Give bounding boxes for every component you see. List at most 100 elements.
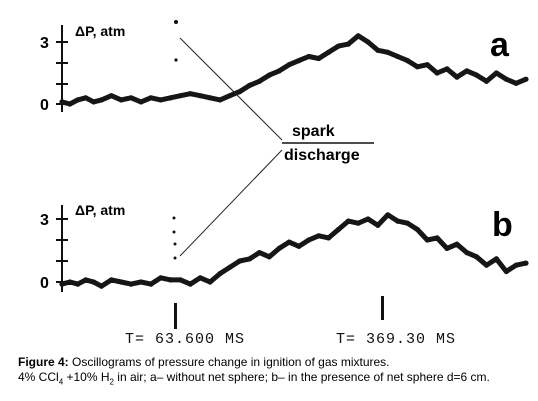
time-marker-right (381, 296, 384, 320)
panel-b-data-point (67, 279, 73, 285)
panel-b-data-point (395, 218, 401, 224)
panel-b-axis: 3 0 ΔP, atm (40, 202, 125, 292)
panel-b-data-point (316, 233, 322, 239)
caption-part-c: in air; a– without net sphere; b– in the… (113, 370, 490, 384)
panel-a-data-point (67, 101, 73, 107)
panel-a-data-point (375, 47, 381, 53)
panel-b-data-point (444, 245, 450, 251)
panel-b-data-point (523, 260, 529, 266)
panel-b-data-point (385, 212, 391, 218)
panel-b-data-point (168, 277, 174, 283)
time-readout-left: T= 63.600 MS (125, 331, 245, 348)
panel-b-data-point (503, 268, 509, 275)
panel-a-data-point (237, 89, 243, 95)
panel-b-data-point (326, 235, 332, 241)
panel-a-data-point (523, 76, 529, 82)
panel-a-data-point (414, 64, 420, 70)
panel-a-data-point (98, 97, 105, 103)
panel-a-data-point (276, 68, 282, 74)
panel-b-data-point (266, 254, 272, 260)
panel-b-ytick-3: 3 (40, 212, 49, 229)
panel-b-data-point (237, 258, 243, 264)
panel-a-data-point (197, 93, 203, 99)
panel-b-pressure-trace (61, 212, 527, 289)
caption-sub-1: 4 (58, 377, 64, 387)
panel-b-data-point (138, 279, 144, 285)
panel-b-data-point (434, 235, 440, 241)
panel-a-data-point (444, 66, 450, 72)
panel-a-ylabel: ΔP, atm (75, 23, 125, 39)
panel-a-points (59, 33, 529, 107)
caption-line-2: 4% CCl4 +10% H2 in air; a– without net s… (18, 370, 533, 387)
panel-a-data-point (316, 55, 322, 62)
panel-a-data-point (464, 68, 470, 74)
panel-a-data-point (118, 97, 124, 103)
panel-b-data-point (296, 243, 302, 249)
oscillogram-figure: 3 0 ΔP, atm a 3 0 ΔP, atm b spark discha… (40, 20, 529, 348)
panel-a-label: a (490, 26, 510, 64)
panel-a-ytick-3: 3 (40, 35, 49, 52)
panel-a-data-point (483, 78, 490, 84)
panel-b-data-point (158, 275, 164, 281)
panel-a-data-point (424, 62, 430, 68)
panel-b-data-point (217, 271, 223, 277)
panel-b-data-point (177, 277, 184, 283)
panel-b-data-point (464, 250, 470, 256)
caption-sub-2: 2 (109, 377, 114, 387)
panel-a-data-point (503, 76, 509, 82)
panel-a-data-point (168, 95, 174, 101)
panel-b-data-point (513, 262, 519, 268)
panel-b-data-point (286, 239, 292, 245)
panel-b-ylabel: ΔP, atm (75, 202, 125, 218)
panel-b-data-point (483, 262, 490, 268)
panel-b-data-point (375, 222, 381, 228)
panel-a-data-point (108, 93, 114, 99)
panel-a-data-point (207, 95, 213, 101)
panel-a-data-point (266, 72, 272, 78)
panel-b-data-point (355, 220, 361, 226)
panel-a-data-point (256, 78, 262, 84)
panel-a-data-point (187, 91, 193, 97)
panel-b-data-point (335, 226, 341, 233)
panel-a-data-point (513, 80, 519, 86)
panel-a-data-point (404, 58, 411, 64)
panel-b-points (59, 212, 529, 289)
panel-b-data-point (98, 283, 105, 289)
panel-a-data-point (148, 95, 154, 101)
panel-a-data-point (247, 82, 253, 88)
caption-part-a: 4% CCl (18, 370, 59, 384)
panel-a-axis: 3 0 ΔP, atm (40, 23, 125, 114)
panel-a-data-point (365, 39, 371, 45)
panel-a-data-point (454, 74, 460, 80)
panel-b-data-point (59, 281, 65, 287)
panel-a-data-point (345, 41, 351, 47)
panel-a-ytick-0: 0 (40, 97, 49, 114)
panel-b-data-point (187, 281, 193, 287)
panel-b-data-point (207, 279, 213, 285)
spark-discharge-annotation: spark discharge (179, 37, 374, 257)
panel-a-data-point (227, 93, 233, 99)
panel-b-data-point (414, 226, 420, 233)
panel-a-data-point (286, 62, 292, 68)
panel-a-pressure-trace (61, 33, 527, 107)
panel-b-data-point (474, 254, 480, 260)
panel-b-data-point (454, 241, 460, 247)
panel-a-data-point (138, 99, 144, 105)
panel-b-data-point (424, 237, 430, 243)
panel-b-data-point (83, 277, 89, 283)
panel-a-data-point (75, 97, 81, 103)
figure-caption: Figure 4: Oscillograms of pressure chang… (18, 355, 533, 387)
panel-a-data-point (326, 49, 332, 55)
panel-b-data-point (108, 277, 114, 283)
panel-b-data-point (256, 250, 262, 256)
panel-a-data-point (493, 70, 499, 76)
caption-part-b: +10% H (63, 370, 110, 384)
panel-b-data-point (91, 279, 97, 285)
panel-b-data-point (365, 216, 371, 222)
panel-b-label: b (492, 206, 513, 244)
panel-a-data-point (177, 93, 184, 99)
panel-b-data-point (493, 256, 499, 262)
caption-line-1: Figure 4: Oscillograms of pressure chang… (18, 355, 533, 370)
panel-b-ytick-0: 0 (40, 275, 49, 292)
panel-a-data-point (395, 53, 401, 60)
